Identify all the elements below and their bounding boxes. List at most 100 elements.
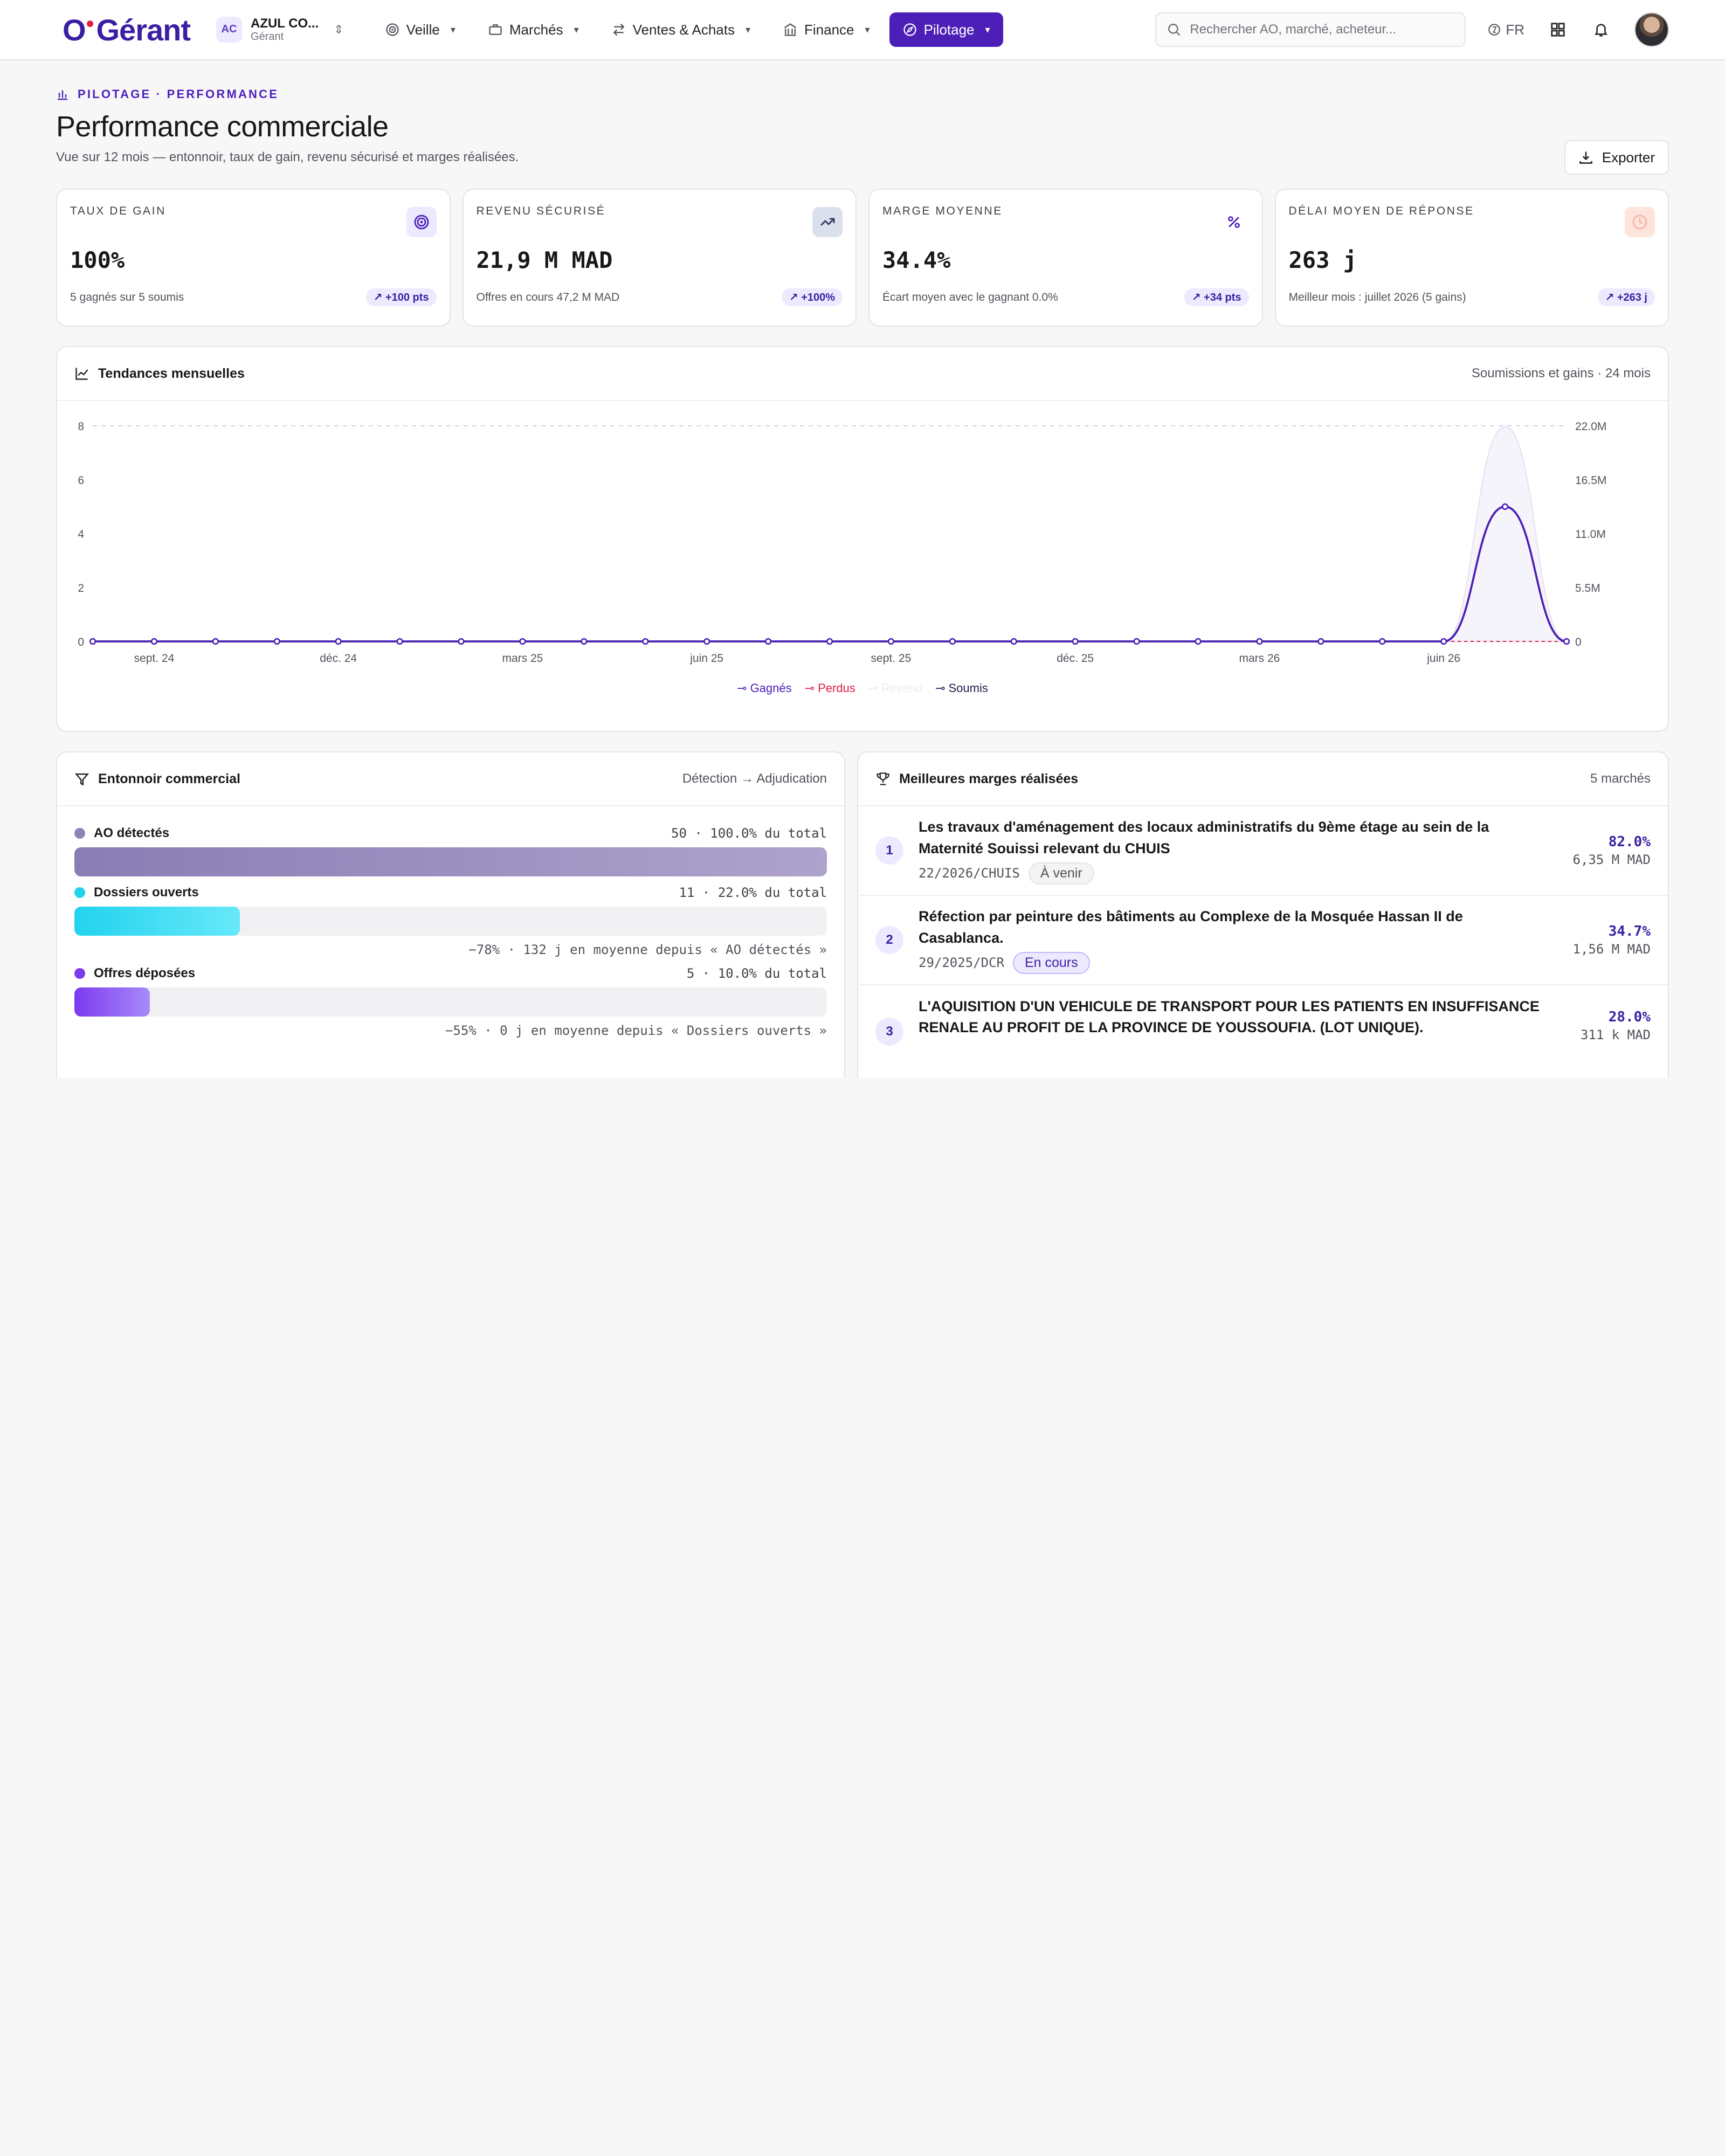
data-point — [642, 638, 649, 645]
y-axis-right-tick: 5.5M — [1575, 582, 1600, 595]
chevron-down-icon: ▾ — [745, 24, 751, 35]
top-margins-panel: Meilleures marges réalisées 5 marchés 1 … — [857, 751, 1669, 1078]
search-icon — [1168, 24, 1181, 36]
data-point — [826, 638, 833, 645]
nav-marches[interactable]: Marchés ▾ — [475, 12, 592, 47]
margin-amount: 6,35 M MAD — [1572, 852, 1651, 867]
kpi-card-revenue: REVENU SÉCURISÉ 21,9 M MAD Offres en cou… — [462, 189, 857, 327]
x-axis-tick: sept. 25 — [871, 652, 912, 665]
nav-pilotage[interactable]: Pilotage ▾ — [889, 12, 1003, 47]
margin-list-item[interactable]: 2 Réfection par peinture des bâtiments a… — [858, 896, 1668, 985]
y-axis-right-tick: 11.0M — [1575, 528, 1606, 541]
kpi-delta-badge: ↗ +100% — [781, 288, 843, 306]
market-title: Réfection par peinture des bâtiments au … — [919, 908, 1463, 946]
stage-name: AO détectés — [94, 826, 170, 840]
stage-bar-fill — [74, 907, 240, 936]
top-navigation: O ● Gérant AC AZUL CO... Gérant ⇕ Veille ▾ … — [0, 0, 1725, 60]
app-page: O ● Gérant AC AZUL CO... Gérant ⇕ Veille ▾ … — [0, 0, 1725, 1078]
kpi-label: DÉLAI MOYEN DE RÉPONSE — [1288, 205, 1474, 217]
legend-item-won[interactable]: ⊸ Gagnés — [737, 681, 792, 695]
data-point — [949, 638, 956, 645]
bell-icon[interactable] — [1591, 20, 1611, 39]
x-axis-tick: juin 25 — [689, 652, 723, 665]
briefcase-icon — [489, 24, 502, 35]
stage-stat: 11 · 22.0% du total — [679, 885, 827, 900]
y-axis-right-tick: 0 — [1575, 636, 1582, 648]
panel-title: Entonnoir commercial — [98, 771, 240, 786]
kpi-value: 100% — [70, 247, 125, 273]
nav-veille[interactable]: Veille ▾ — [372, 12, 468, 47]
data-point — [89, 638, 96, 645]
chevron-updown-icon: ⇕ — [334, 22, 344, 36]
trend-chart: 0 2 4 6 8 0 5.5M 11.0M 16.5M 22.0M sept. 24 déc. 24… — [78, 420, 1606, 665]
margin-list-item[interactable]: 3 L'AQUISITION D'UN VEHICULE DE TRANSPOR… — [858, 985, 1668, 1075]
language-switcher[interactable]: FR — [1487, 22, 1524, 38]
search-input[interactable]: Rechercher AO, marché, acheteur... — [1155, 12, 1466, 47]
legend-item-submitted[interactable]: ⊸ Soumis — [935, 681, 988, 695]
data-point — [887, 638, 895, 645]
kpi-value: 21,9 M MAD — [476, 247, 613, 273]
panel-meta: Soumissions et gains · 24 mois — [1471, 366, 1651, 381]
data-point — [273, 638, 280, 645]
trophy-icon — [877, 772, 889, 785]
apps-grid-icon[interactable] — [1548, 20, 1568, 39]
data-point — [1256, 638, 1263, 645]
percent-icon — [1219, 207, 1249, 237]
data-point — [703, 638, 710, 645]
panel-meta: 5 marchés — [1590, 771, 1651, 786]
data-point — [212, 638, 219, 645]
data-point — [1440, 638, 1447, 645]
nav-marches-label: Marchés — [509, 21, 563, 38]
x-axis-tick: mars 26 — [1239, 652, 1280, 665]
data-point — [335, 638, 342, 645]
margin-amount: 1,56 M MAD — [1572, 942, 1651, 957]
stage-bar-fill — [74, 987, 150, 1017]
nav-finance[interactable]: Finance ▾ — [770, 12, 883, 47]
logo-dot-icon: ● — [85, 14, 95, 31]
y-axis-left-tick: 6 — [78, 474, 84, 487]
data-point — [458, 638, 465, 645]
market-title: Les travaux d'aménagement des locaux adm… — [919, 819, 1489, 856]
page-eyebrow: PILOTAGE · PERFORMANCE — [56, 87, 1669, 101]
x-axis-tick: mars 25 — [502, 652, 543, 665]
app-logo[interactable]: O ● Gérant — [63, 12, 191, 47]
stage-dot — [74, 828, 85, 839]
stage-stat: 50 · 100.0% du total — [671, 826, 827, 841]
kpi-delta-badge: ↗ +263 j — [1597, 288, 1655, 306]
data-point — [1195, 638, 1202, 645]
legend-item-revenue[interactable]: ⊸ Revenu — [868, 681, 923, 695]
eyebrow-text: PILOTAGE · PERFORMANCE — [78, 87, 279, 101]
export-button[interactable]: Exporter — [1564, 140, 1669, 175]
clock-icon — [1625, 207, 1655, 237]
data-point — [1010, 638, 1017, 645]
line-chart-icon — [75, 368, 88, 380]
kpi-delta-badge: ↗ +34 pts — [1184, 288, 1249, 306]
legend-label: Revenu — [881, 681, 923, 695]
margin-percent: 28.0% — [1608, 1009, 1651, 1025]
page-subtitle: Vue sur 12 mois — entonnoir, taux de gai… — [56, 150, 519, 164]
nav-pilotage-label: Pilotage — [923, 21, 975, 38]
nav-veille-label: Veille — [406, 21, 440, 38]
kpi-note: Offres en cours 47,2 M MAD — [476, 291, 620, 303]
data-point — [396, 638, 403, 645]
kpi-delta-badge: ↗ +100 pts — [365, 288, 437, 306]
rank-badge: 3 — [875, 1018, 903, 1046]
export-label: Exporter — [1602, 149, 1655, 165]
kpi-note: Meilleur mois : juillet 2026 (5 gains) — [1288, 291, 1466, 303]
org-role: Gérant — [250, 31, 284, 43]
kpi-card-response-time: DÉLAI MOYEN DE RÉPONSE 263 j Meilleur mo… — [1274, 189, 1669, 327]
nav-finance-label: Finance — [804, 21, 854, 38]
page-title: Performance commerciale — [56, 110, 389, 143]
margin-list-item[interactable]: 1 Les travaux d'aménagement des locaux a… — [858, 806, 1668, 896]
market-reference: 29/2025/DCR — [919, 955, 1004, 971]
org-switcher[interactable]: AC AZUL CO... Gérant ⇕ — [216, 16, 344, 43]
user-avatar[interactable] — [1634, 12, 1669, 47]
y-axis-right-tick: 16.5M — [1575, 474, 1606, 487]
data-point — [1563, 638, 1570, 645]
kpi-label: REVENU SÉCURISÉ — [476, 205, 606, 217]
y-axis-left-tick: 2 — [78, 582, 84, 595]
monthly-trends-panel: Tendances mensuelles Soumissions et gain… — [56, 346, 1669, 732]
nav-ventes-achats[interactable]: Ventes & Achats ▾ — [598, 12, 763, 47]
legend-item-lost[interactable]: ⊸ Perdus — [804, 681, 855, 695]
bar-chart-icon — [58, 90, 67, 100]
